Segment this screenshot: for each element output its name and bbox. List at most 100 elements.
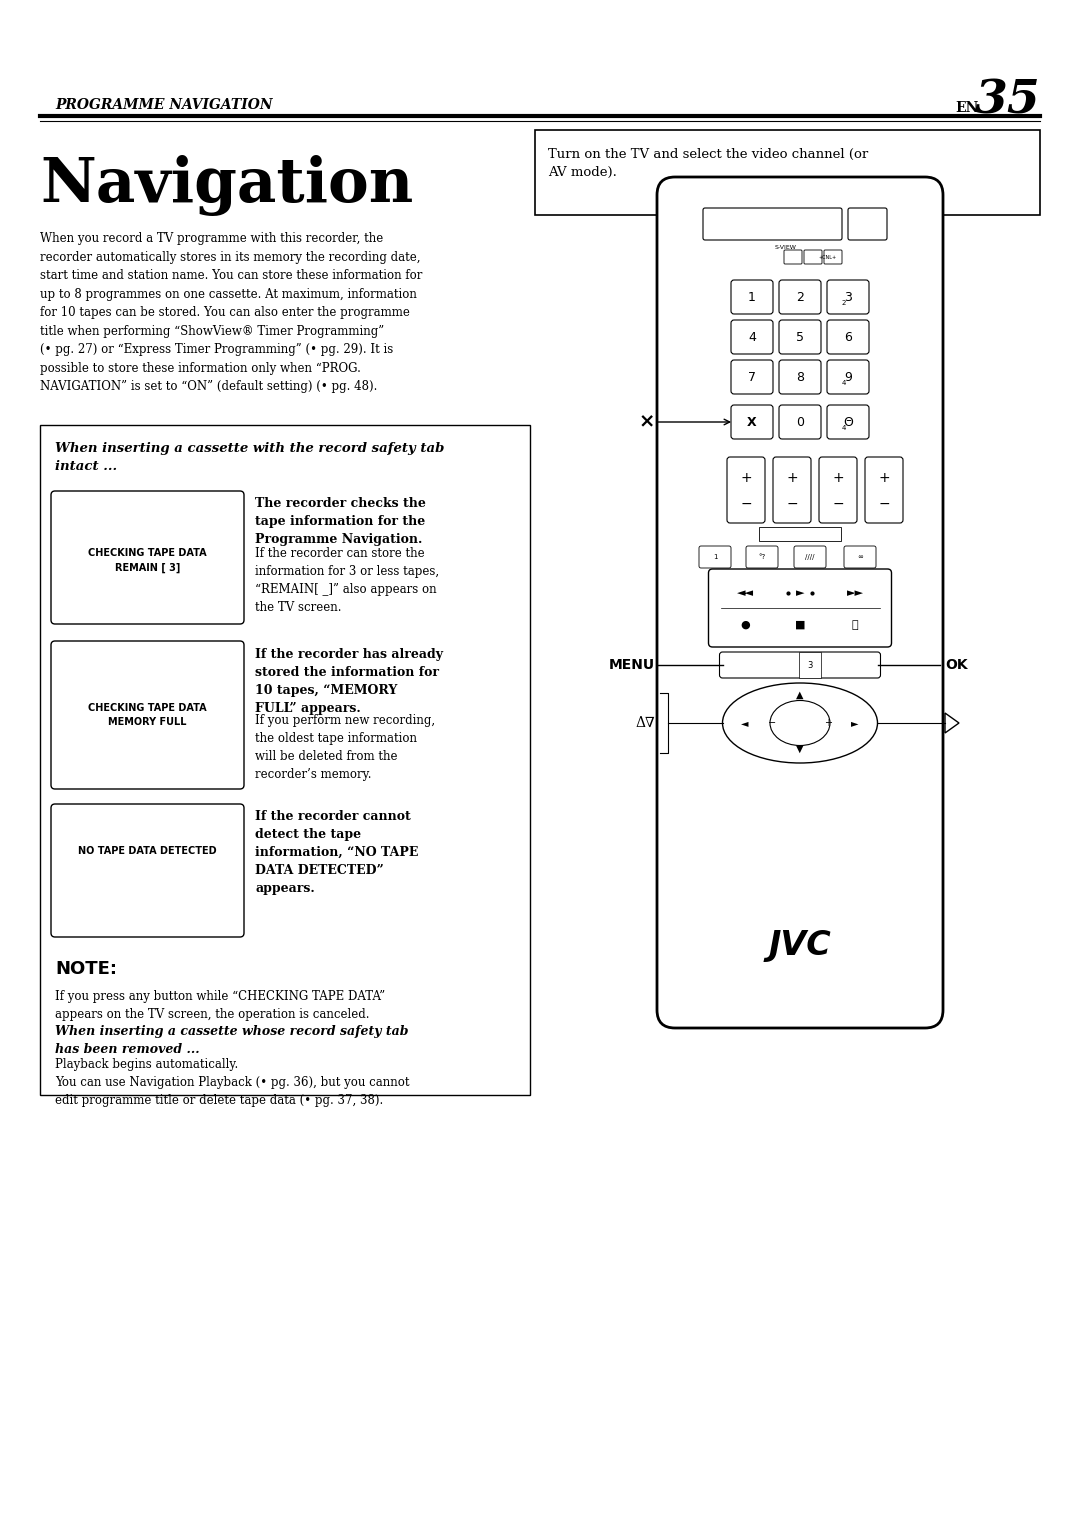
Text: −: −	[786, 497, 798, 510]
FancyBboxPatch shape	[731, 361, 773, 394]
Text: +: +	[878, 471, 890, 484]
Text: NOTE:: NOTE:	[55, 960, 117, 978]
Text: When inserting a cassette whose record safety tab
has been removed ...: When inserting a cassette whose record s…	[55, 1025, 408, 1056]
Text: If the recorder has already
stored the information for
10 tapes, “MEMORY
FULL” a: If the recorder has already stored the i…	[255, 648, 443, 715]
FancyBboxPatch shape	[759, 527, 841, 541]
Text: EN: EN	[955, 101, 978, 115]
Text: ▼: ▼	[796, 744, 804, 753]
Text: +: +	[740, 471, 752, 484]
Text: CHECKING TAPE DATA
REMAIN [ 3]: CHECKING TAPE DATA REMAIN [ 3]	[89, 549, 206, 573]
Text: 5: 5	[796, 330, 804, 344]
Text: −: −	[833, 497, 843, 510]
FancyBboxPatch shape	[843, 545, 876, 568]
Text: X: X	[747, 416, 757, 428]
Text: ■: ■	[795, 620, 806, 630]
Text: ∞: ∞	[858, 555, 863, 559]
Text: JVC: JVC	[769, 929, 832, 961]
Text: ×: ×	[638, 413, 656, 431]
Text: ▲: ▲	[796, 691, 804, 700]
FancyBboxPatch shape	[51, 490, 244, 623]
Text: If you press any button while “CHECKING TAPE DATA”
appears on the TV screen, the: If you press any button while “CHECKING …	[55, 990, 386, 1021]
FancyBboxPatch shape	[731, 405, 773, 439]
Text: ////: ////	[806, 555, 814, 559]
Text: Navigation: Navigation	[40, 154, 414, 215]
Text: +: +	[824, 718, 832, 727]
Text: ►: ►	[851, 718, 859, 727]
Text: 0: 0	[796, 416, 804, 428]
Text: Playback begins automatically.
You can use Navigation Playback (• pg. 36), but y: Playback begins automatically. You can u…	[55, 1057, 409, 1106]
Text: +: +	[833, 471, 843, 484]
FancyBboxPatch shape	[657, 177, 943, 1028]
Text: 35: 35	[975, 76, 1041, 122]
Text: Δ∇: Δ∇	[635, 717, 654, 730]
FancyBboxPatch shape	[703, 208, 842, 240]
Text: ►►: ►►	[847, 588, 864, 597]
FancyBboxPatch shape	[51, 804, 244, 937]
Text: 8: 8	[796, 370, 804, 384]
Text: When you record a TV programme with this recorder, the
recorder automatically st: When you record a TV programme with this…	[40, 232, 422, 393]
Text: If you perform new recording,
the oldest tape information
will be deleted from t: If you perform new recording, the oldest…	[255, 714, 435, 781]
Text: 4: 4	[841, 380, 847, 387]
Text: +CNL+: +CNL+	[819, 255, 837, 260]
Text: 3: 3	[845, 290, 852, 304]
FancyBboxPatch shape	[827, 280, 869, 313]
FancyBboxPatch shape	[824, 251, 842, 264]
Ellipse shape	[723, 683, 877, 762]
FancyBboxPatch shape	[699, 545, 731, 568]
Text: 2: 2	[796, 290, 804, 304]
Text: 1: 1	[748, 290, 756, 304]
Text: Θ: Θ	[843, 416, 853, 428]
Text: The recorder checks the
tape information for the
Programme Navigation.: The recorder checks the tape information…	[255, 497, 426, 545]
Text: 6: 6	[845, 330, 852, 344]
Text: If the recorder cannot
detect the tape
information, “NO TAPE
DATA DETECTED”
appe: If the recorder cannot detect the tape i…	[255, 810, 418, 895]
Text: 3: 3	[808, 660, 812, 669]
FancyBboxPatch shape	[865, 457, 903, 523]
FancyBboxPatch shape	[731, 280, 773, 313]
FancyBboxPatch shape	[848, 208, 887, 240]
Text: Turn on the TV and select the video channel (or
AV mode).: Turn on the TV and select the video chan…	[548, 148, 868, 179]
Text: −: −	[878, 497, 890, 510]
Text: 2: 2	[841, 299, 847, 306]
Text: 9: 9	[845, 370, 852, 384]
Text: S-VIEW: S-VIEW	[775, 244, 797, 249]
Text: ⏸: ⏸	[852, 620, 859, 630]
FancyBboxPatch shape	[719, 652, 880, 678]
FancyBboxPatch shape	[727, 457, 765, 523]
FancyBboxPatch shape	[779, 319, 821, 354]
Text: ►: ►	[796, 588, 805, 597]
FancyBboxPatch shape	[779, 405, 821, 439]
FancyBboxPatch shape	[827, 319, 869, 354]
Text: ◄: ◄	[741, 718, 748, 727]
Text: NO TAPE DATA DETECTED: NO TAPE DATA DETECTED	[78, 845, 217, 856]
FancyBboxPatch shape	[708, 568, 891, 646]
FancyBboxPatch shape	[731, 319, 773, 354]
Text: 1: 1	[713, 555, 717, 559]
Text: 4: 4	[841, 425, 847, 431]
Text: ●: ●	[740, 620, 750, 630]
Text: When inserting a cassette with the record safety tab
intact ...: When inserting a cassette with the recor…	[55, 442, 444, 474]
Text: MENU: MENU	[609, 659, 654, 672]
FancyBboxPatch shape	[784, 251, 802, 264]
Text: PROGRAMME NAVIGATION: PROGRAMME NAVIGATION	[55, 98, 272, 112]
Text: 4: 4	[748, 330, 756, 344]
FancyBboxPatch shape	[746, 545, 778, 568]
Text: ◄◄: ◄◄	[737, 588, 754, 597]
FancyBboxPatch shape	[827, 405, 869, 439]
Text: +: +	[786, 471, 798, 484]
Text: OK: OK	[945, 659, 968, 672]
FancyBboxPatch shape	[819, 457, 858, 523]
FancyBboxPatch shape	[804, 251, 822, 264]
Ellipse shape	[770, 700, 831, 746]
FancyBboxPatch shape	[773, 457, 811, 523]
Text: −: −	[768, 718, 777, 727]
Text: °?: °?	[758, 555, 766, 559]
FancyBboxPatch shape	[779, 361, 821, 394]
Text: −: −	[740, 497, 752, 510]
Text: CHECKING TAPE DATA
MEMORY FULL: CHECKING TAPE DATA MEMORY FULL	[89, 703, 206, 727]
Text: If the recorder can store the
information for 3 or less tapes,
“REMAIN[ _]” also: If the recorder can store the informatio…	[255, 547, 440, 614]
FancyBboxPatch shape	[51, 642, 244, 788]
FancyBboxPatch shape	[779, 280, 821, 313]
Text: 7: 7	[748, 370, 756, 384]
FancyBboxPatch shape	[827, 361, 869, 394]
FancyBboxPatch shape	[794, 545, 826, 568]
